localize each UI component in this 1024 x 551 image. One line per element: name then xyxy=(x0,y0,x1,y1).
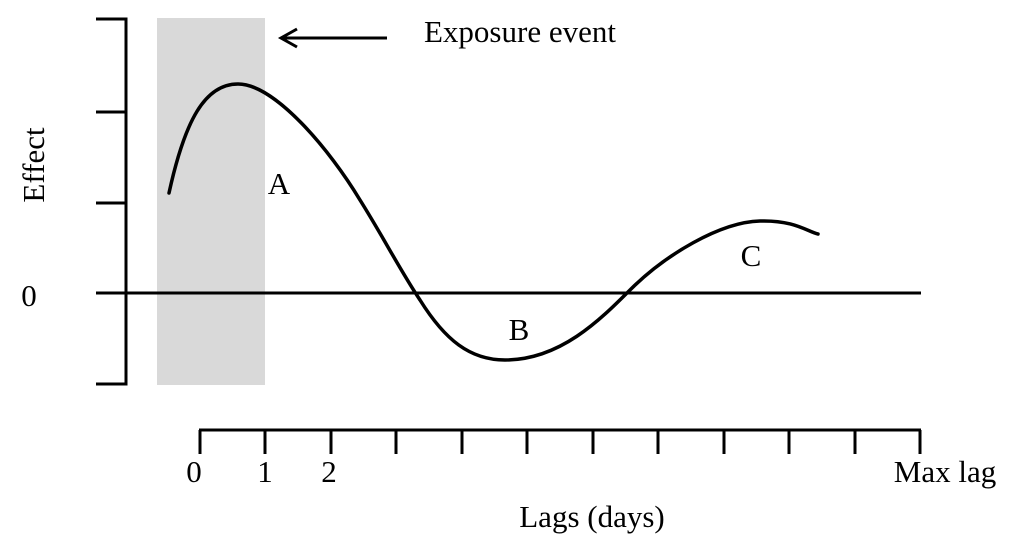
exposure-event-label: Exposure event xyxy=(424,14,616,49)
exposure-arrow xyxy=(277,27,387,49)
y-axis xyxy=(96,17,128,386)
curve-label-c: C xyxy=(741,238,762,273)
x-axis-title: Lags (days) xyxy=(519,499,664,534)
x-tick-label-0: 0 xyxy=(186,454,202,489)
y-zero-label: 0 xyxy=(21,278,37,313)
x-tick-label-1: 1 xyxy=(257,454,273,489)
y-axis-title: Effect xyxy=(16,127,51,203)
curve-label-b: B xyxy=(509,312,530,347)
curve-label-a: A xyxy=(268,166,291,201)
x-tick-label-max: Max lag xyxy=(894,454,996,489)
lag-effect-curve xyxy=(167,82,820,362)
exposure-window xyxy=(157,18,265,385)
x-tick-label-2: 2 xyxy=(321,454,337,489)
x-axis xyxy=(198,428,922,454)
